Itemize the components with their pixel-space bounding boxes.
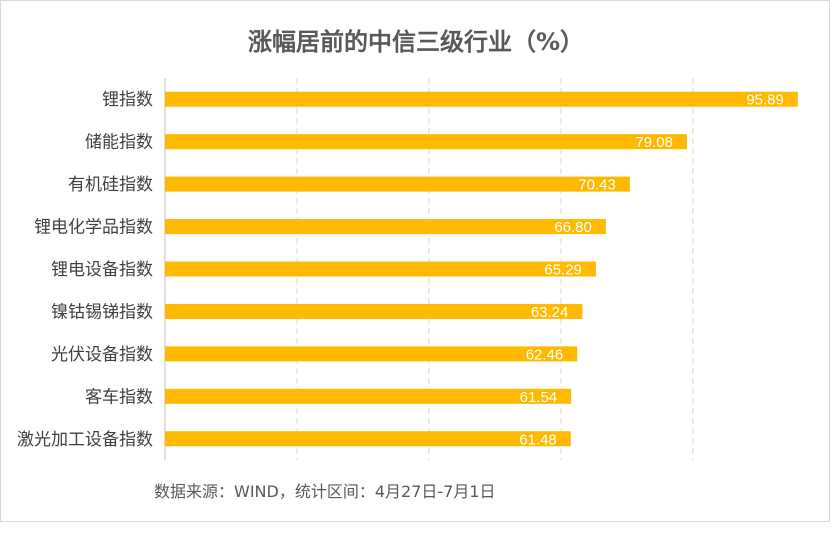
data-label: 79.08: [635, 134, 673, 151]
data-label: 61.54: [520, 389, 558, 406]
category-label: 锂电化学品指数: [34, 218, 153, 238]
data-label: 70.43: [578, 177, 616, 194]
bar: [165, 176, 630, 192]
data-label: 65.29: [544, 262, 582, 279]
bar: [165, 388, 572, 404]
chart-title: 涨幅居前的中信三级行业（%）: [247, 28, 585, 56]
data-label: 62.46: [526, 346, 564, 363]
data-label: 61.48: [519, 431, 557, 448]
bar: [165, 219, 606, 235]
bar: [165, 346, 578, 362]
bar: [165, 91, 798, 107]
data-source-note: 数据来源：WIND，统计区间：4月27日-7月1日: [154, 482, 496, 501]
category-label: 锂指数: [102, 90, 153, 110]
bar: [165, 431, 571, 447]
category-label: 储能指数: [85, 133, 153, 153]
category-label: 光伏设备指数: [51, 345, 153, 365]
data-label: 95.89: [746, 92, 784, 109]
category-label: 镍钴锡锑指数: [51, 302, 153, 322]
bar: [165, 303, 583, 319]
category-label: 锂电设备指数: [51, 260, 153, 280]
bar: [165, 261, 596, 277]
bar: [165, 134, 687, 150]
category-label: 有机硅指数: [68, 175, 153, 195]
category-label: 客车指数: [85, 387, 153, 407]
data-label: 66.80: [554, 219, 592, 236]
category-label: 激光加工设备指数: [17, 430, 153, 450]
data-label: 63.24: [531, 304, 569, 321]
